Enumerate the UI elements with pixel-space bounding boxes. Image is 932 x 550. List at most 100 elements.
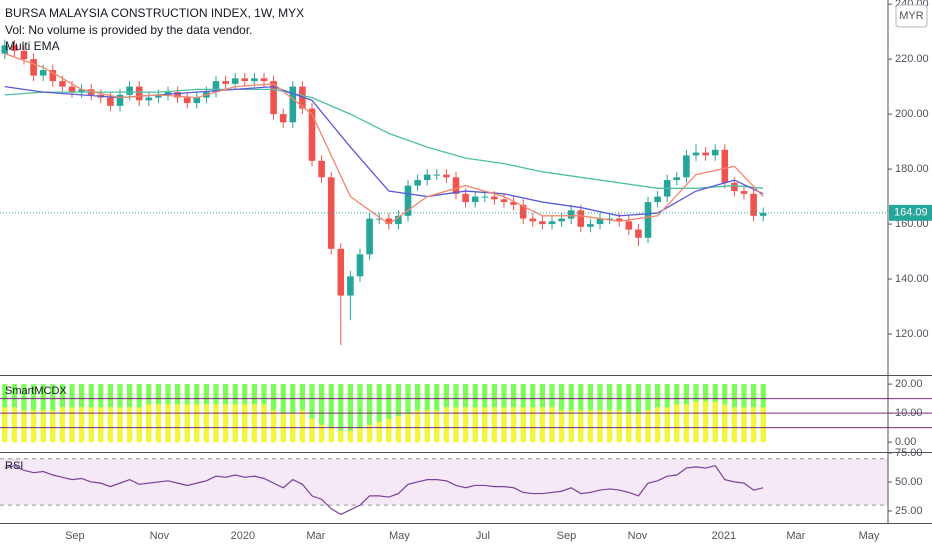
candle-body	[443, 174, 450, 178]
mcdx-bar	[578, 410, 584, 443]
mcdx-bar	[251, 404, 257, 443]
candle-body	[673, 177, 681, 181]
y-tick-label: 50.00	[895, 476, 923, 488]
x-tick-label: Nov	[628, 530, 648, 542]
y-tick-label: 120.00	[895, 328, 929, 340]
x-tick-label: Mar	[786, 530, 805, 542]
candle-body	[1, 45, 9, 54]
mcdx-bar	[213, 404, 219, 443]
mcdx-bar	[703, 401, 709, 443]
candle-body	[289, 86, 297, 123]
candle-body	[423, 174, 431, 181]
candle-body	[731, 182, 738, 192]
mcdx-bar	[530, 407, 536, 443]
mcdx-bar	[607, 410, 613, 443]
mcdx-bar	[194, 404, 200, 443]
y-tick-label: 180.00	[895, 163, 929, 175]
mcdx-bar	[443, 407, 449, 443]
candle-body	[20, 50, 28, 60]
currency-button[interactable]	[895, 4, 928, 28]
candle-body	[11, 45, 18, 51]
mcdx-bar	[693, 401, 699, 443]
mcdx-bar	[338, 430, 344, 443]
last-price-box	[889, 204, 932, 221]
mcdx-bar	[424, 410, 430, 443]
candle-body	[481, 196, 489, 198]
candle-body	[241, 78, 249, 82]
candle-body	[587, 224, 594, 227]
mcdx-bar	[664, 407, 670, 443]
candle-body	[155, 94, 162, 98]
mcdx-bar	[415, 410, 421, 443]
candle-body	[596, 218, 604, 225]
candle-body	[193, 97, 201, 104]
candle-body	[375, 218, 383, 220]
mcdx-bar	[463, 407, 469, 443]
candle-body	[510, 202, 517, 205]
candle-body	[337, 248, 345, 296]
rsi-band	[0, 458, 888, 506]
candle-body	[491, 196, 498, 200]
mcdx-bar	[271, 410, 277, 443]
y-tick-label: 220.00	[895, 53, 929, 65]
ema-line	[4, 88, 764, 189]
mcdx-bar	[751, 407, 757, 443]
mcdx-bar	[203, 404, 209, 443]
candle-body	[116, 94, 124, 106]
candle-body	[30, 59, 37, 76]
indicator-label: Multi EMA	[5, 39, 60, 53]
candle-body	[404, 185, 412, 216]
mcdx-bar	[482, 407, 488, 443]
mcdx-bar	[472, 407, 478, 443]
mcdx-bar	[299, 410, 305, 443]
y-tick-label: 160.00	[895, 218, 929, 230]
x-tick-label: Sep	[65, 530, 85, 542]
mcdx-bar	[731, 407, 737, 443]
mcdx-bar	[501, 407, 507, 443]
mcdx-bar	[11, 407, 17, 443]
candle-body	[615, 218, 623, 222]
candle-body	[500, 199, 508, 203]
currency-label[interactable]: MYR	[899, 10, 924, 22]
mcdx-bar	[568, 410, 574, 443]
last-price-label: 164.09	[894, 207, 928, 219]
x-tick-label: 2020	[231, 530, 255, 542]
candle-body	[135, 86, 143, 101]
candle-body	[433, 174, 441, 176]
mcdx-bar	[347, 430, 353, 443]
mcdx-bar	[107, 407, 113, 443]
candle-body	[174, 92, 181, 98]
mcdx-bar	[2, 407, 8, 443]
x-tick-label: Nov	[150, 530, 170, 542]
mcdx-bar	[559, 410, 565, 443]
mcdx-bar	[357, 427, 363, 443]
candle-body	[395, 215, 402, 225]
candle-body	[222, 81, 229, 84]
mcdx-bar	[175, 404, 181, 443]
candle-body	[126, 86, 133, 95]
mcdx-bar	[395, 416, 401, 443]
mcdx-bar	[261, 404, 267, 443]
mcdx-bar	[674, 404, 680, 443]
mcdx-bar	[165, 404, 171, 443]
candle-body	[539, 221, 546, 225]
candle-body	[452, 177, 460, 194]
candle-body	[625, 221, 633, 230]
candle-body	[145, 97, 153, 101]
candle-body	[567, 210, 575, 219]
x-tick-label: May	[389, 530, 410, 542]
candle-body	[279, 114, 287, 123]
mcdx-bar	[98, 407, 104, 443]
candle-body	[59, 81, 66, 87]
candle-body	[308, 108, 316, 161]
candle-body	[635, 229, 642, 238]
candle-body	[327, 177, 335, 249]
candle-body	[107, 97, 114, 106]
candle-body	[750, 193, 757, 216]
mcdx-bar	[40, 410, 46, 443]
mcdx-bar	[760, 407, 766, 443]
ema-line	[4, 52, 764, 225]
mcdx-bar	[683, 404, 689, 443]
y-tick-label: 140.00	[895, 273, 929, 285]
